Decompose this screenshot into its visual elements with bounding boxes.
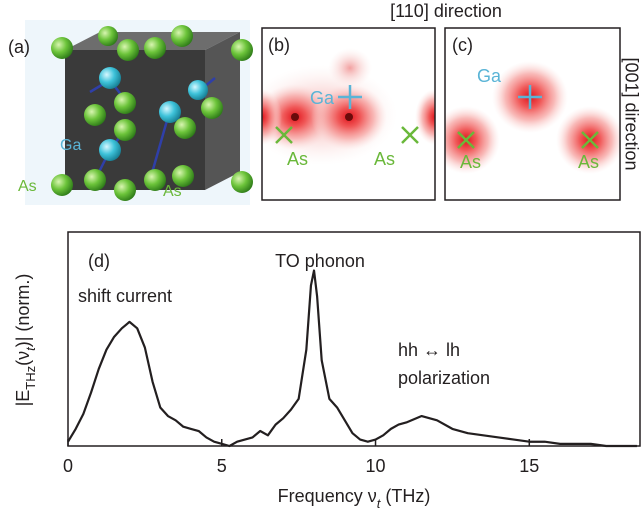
label-part: Frequency ν — [278, 486, 377, 506]
annotation: hh ↔ lh — [398, 340, 460, 360]
panel-tag: (d) — [88, 251, 110, 271]
atom-label: As — [287, 149, 308, 169]
figure: (a) Ga As As [110] direction [001] direc… — [0, 0, 643, 516]
x-tick-label: 5 — [217, 456, 227, 476]
subscript: THz — [23, 366, 38, 390]
x-axis-label: Frequency νt (THz) — [278, 486, 431, 511]
direction-label: [001] direction — [621, 57, 641, 170]
atom-label: Ga — [60, 137, 81, 154]
direction-label: [110] direction — [390, 1, 502, 21]
label-part: |E — [13, 390, 33, 407]
y-axis-label: |ETHz(νt)| (norm.) — [13, 274, 38, 407]
x-tick-label: 0 — [63, 456, 73, 476]
panel-tag: (a) — [8, 37, 30, 57]
label-part: )| (norm.) — [13, 274, 33, 348]
panel-tag: (b) — [268, 35, 290, 55]
x-tick-label: 10 — [366, 456, 386, 476]
x-tick-label: 15 — [519, 456, 539, 476]
atom-label: As — [578, 152, 599, 172]
atom-label: As — [374, 149, 395, 169]
atom-label: As — [460, 152, 481, 172]
crystal-illustration — [25, 20, 253, 205]
panel-tag: (c) — [452, 35, 473, 55]
label-part: (ν — [13, 351, 33, 366]
atom-label: As — [18, 178, 37, 195]
annotation: shift current — [78, 286, 172, 306]
atom-label: Ga — [477, 66, 502, 86]
annotation: TO phonon — [275, 251, 365, 271]
atom-label: Ga — [310, 88, 335, 108]
label-part: (THz) — [380, 486, 430, 506]
annotation: polarization — [398, 368, 490, 388]
atom-label: As — [163, 183, 182, 200]
